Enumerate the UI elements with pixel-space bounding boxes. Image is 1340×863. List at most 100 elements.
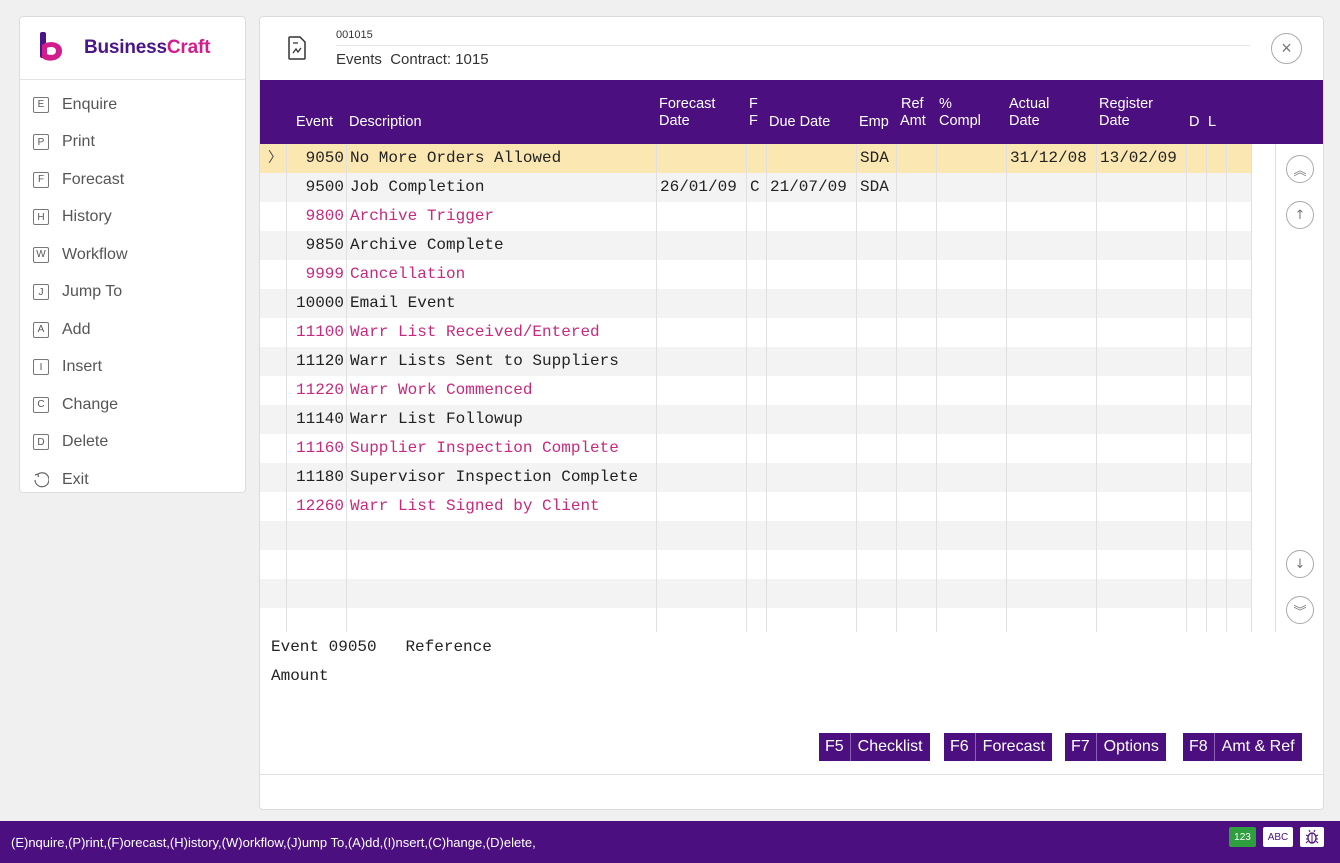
table-row[interactable]: 11160 Supplier Inspection Complete	[260, 434, 1251, 463]
column-header-register-date-line2[interactable]: Date	[1099, 113, 1130, 129]
column-header-actual-date-line1[interactable]: Actual	[1009, 96, 1050, 112]
sidebar-item-exit[interactable]: Exit	[20, 461, 245, 499]
cell-register-date	[1100, 318, 1186, 347]
cell-emp	[860, 260, 896, 289]
sidebar-item-workflow[interactable]: W Workflow	[20, 236, 245, 274]
table-row[interactable]: 11100 Warr List Received/Entered	[260, 318, 1251, 347]
bug-report-button[interactable]	[1300, 827, 1324, 847]
fbutton-label: Options	[1103, 738, 1159, 755]
table-row-empty[interactable]	[260, 608, 1251, 637]
hotkey-f-icon: F	[33, 171, 49, 188]
table-row-empty[interactable]	[260, 521, 1251, 550]
column-header-d[interactable]: D	[1189, 114, 1200, 130]
column-header-register-date-line1[interactable]: Register	[1099, 96, 1153, 112]
column-header-description[interactable]: Description	[349, 114, 422, 130]
column-header-l[interactable]: L	[1208, 114, 1217, 130]
column-header-pct-compl-line2[interactable]: Compl	[939, 113, 981, 129]
hotkey-w-icon: W	[33, 246, 49, 263]
cell-forecast-date	[660, 202, 746, 231]
brand-name: BusinessCraft	[84, 37, 211, 58]
double-chevron-up-icon: ︽	[1293, 163, 1307, 179]
fkey-label: F8	[1183, 733, 1215, 761]
column-header-pct-compl-line1[interactable]: %	[939, 96, 952, 112]
cell-description: Cancellation	[350, 265, 466, 283]
f6-forecast-button[interactable]: F6 Forecast	[944, 733, 1052, 761]
cell-event: 9850	[305, 236, 344, 254]
alpha-mode-badge[interactable]: ABC	[1263, 827, 1293, 847]
scroll-up-button[interactable]: ↑	[1286, 201, 1314, 229]
cell-f	[750, 318, 766, 347]
cell-forecast-date	[660, 434, 746, 463]
sidebar-item-label: Workflow	[62, 245, 128, 263]
column-header-ff-line2[interactable]: F	[749, 113, 758, 129]
cell-f	[750, 260, 766, 289]
scroll-down-button[interactable]: ↓	[1286, 550, 1314, 578]
table-row[interactable]: 9800 Archive Trigger	[260, 202, 1251, 231]
table-row[interactable]: 11120 Warr Lists Sent to Suppliers	[260, 347, 1251, 376]
cell-event: 9050	[305, 149, 344, 167]
cell-description: Job Completion	[350, 178, 485, 196]
cell-register-date	[1100, 202, 1186, 231]
table-row[interactable]: 〉 9050 No More Orders Allowed SDA 31/12/08 13…	[260, 144, 1251, 173]
detail-event-line: Event 09050 Reference	[271, 638, 492, 656]
exit-icon	[34, 471, 49, 488]
column-header-due-date[interactable]: Due Date	[769, 114, 831, 130]
column-header-event[interactable]: Event	[296, 114, 334, 130]
table-row-empty[interactable]	[260, 550, 1251, 579]
column-header-ref-amt-line1[interactable]: Ref	[901, 96, 924, 112]
cell-event: 11120	[295, 352, 344, 370]
column-header-forecast-date-line2[interactable]: Date	[659, 113, 690, 129]
cell-description: Archive Complete	[350, 236, 504, 254]
scroll-top-button[interactable]: ︽	[1286, 155, 1314, 183]
double-chevron-down-icon: ︾	[1293, 604, 1307, 620]
table-row[interactable]: 11180 Supervisor Inspection Complete	[260, 463, 1251, 492]
table-row[interactable]: 12260 Warr List Signed by Client	[260, 492, 1251, 521]
sidebar-item-add[interactable]: A Add	[20, 311, 245, 349]
sidebar-item-print[interactable]: P Print	[20, 124, 245, 162]
column-header-emp[interactable]: Emp	[859, 114, 889, 130]
cell-description: Supplier Inspection Complete	[350, 439, 619, 457]
cell-register-date	[1100, 347, 1186, 376]
column-header-forecast-date-line1[interactable]: Forecast	[659, 96, 716, 112]
cell-forecast-date	[660, 463, 746, 492]
scroll-bottom-button[interactable]: ︾	[1286, 596, 1314, 624]
table-row[interactable]: 10000 Email Event	[260, 289, 1251, 318]
cell-forecast-date	[660, 492, 746, 521]
f8-amt-ref-button[interactable]: F8 Amt & Ref	[1183, 733, 1302, 761]
column-header-ref-amt-line2[interactable]: Amt	[900, 113, 926, 129]
table-row[interactable]: 11140 Warr List Followup	[260, 405, 1251, 434]
cell-description: Warr Work Commenced	[350, 381, 533, 399]
cell-forecast-date	[660, 405, 746, 434]
column-header-ff-line1[interactable]: F	[749, 96, 758, 112]
sidebar-item-enquire[interactable]: E Enquire	[20, 86, 245, 124]
window-title: Events Contract: 1015	[336, 51, 489, 68]
cell-forecast-date	[660, 318, 746, 347]
close-button[interactable]: ×	[1271, 33, 1302, 64]
column-header-actual-date-line2[interactable]: Date	[1009, 113, 1040, 129]
sidebar-item-insert[interactable]: I Insert	[20, 349, 245, 387]
cell-description: Archive Trigger	[350, 207, 495, 225]
sidebar-item-delete[interactable]: D Delete	[20, 424, 245, 462]
numeric-mode-badge[interactable]: 123	[1229, 827, 1256, 847]
sidebar-item-forecast[interactable]: F Forecast	[20, 161, 245, 199]
sidebar-item-label: Insert	[62, 358, 103, 376]
table-row[interactable]: 9500 Job Completion 26/01/09 C 21/07/09 SDA	[260, 173, 1251, 202]
sidebar-item-jump-to[interactable]: J Jump To	[20, 274, 245, 312]
sidebar-item-change[interactable]: C Change	[20, 386, 245, 424]
f5-checklist-button[interactable]: F5 Checklist	[819, 733, 930, 761]
column-divider	[1006, 144, 1007, 632]
table-row[interactable]: 11220 Warr Work Commenced	[260, 376, 1251, 405]
table-row[interactable]: 9850 Archive Complete	[260, 231, 1251, 260]
sidebar-item-label: Print	[62, 133, 95, 151]
cell-due-date	[770, 289, 856, 318]
sidebar-item-history[interactable]: H History	[20, 199, 245, 237]
cell-due-date	[770, 376, 856, 405]
column-divider	[856, 144, 857, 632]
column-divider	[656, 144, 657, 632]
cell-due-date	[770, 463, 856, 492]
f7-options-button[interactable]: F7 Options	[1065, 733, 1166, 761]
footer-divider	[260, 774, 1323, 775]
cell-f	[750, 231, 766, 260]
table-row-empty[interactable]	[260, 579, 1251, 608]
table-row[interactable]: 9999 Cancellation	[260, 260, 1251, 289]
